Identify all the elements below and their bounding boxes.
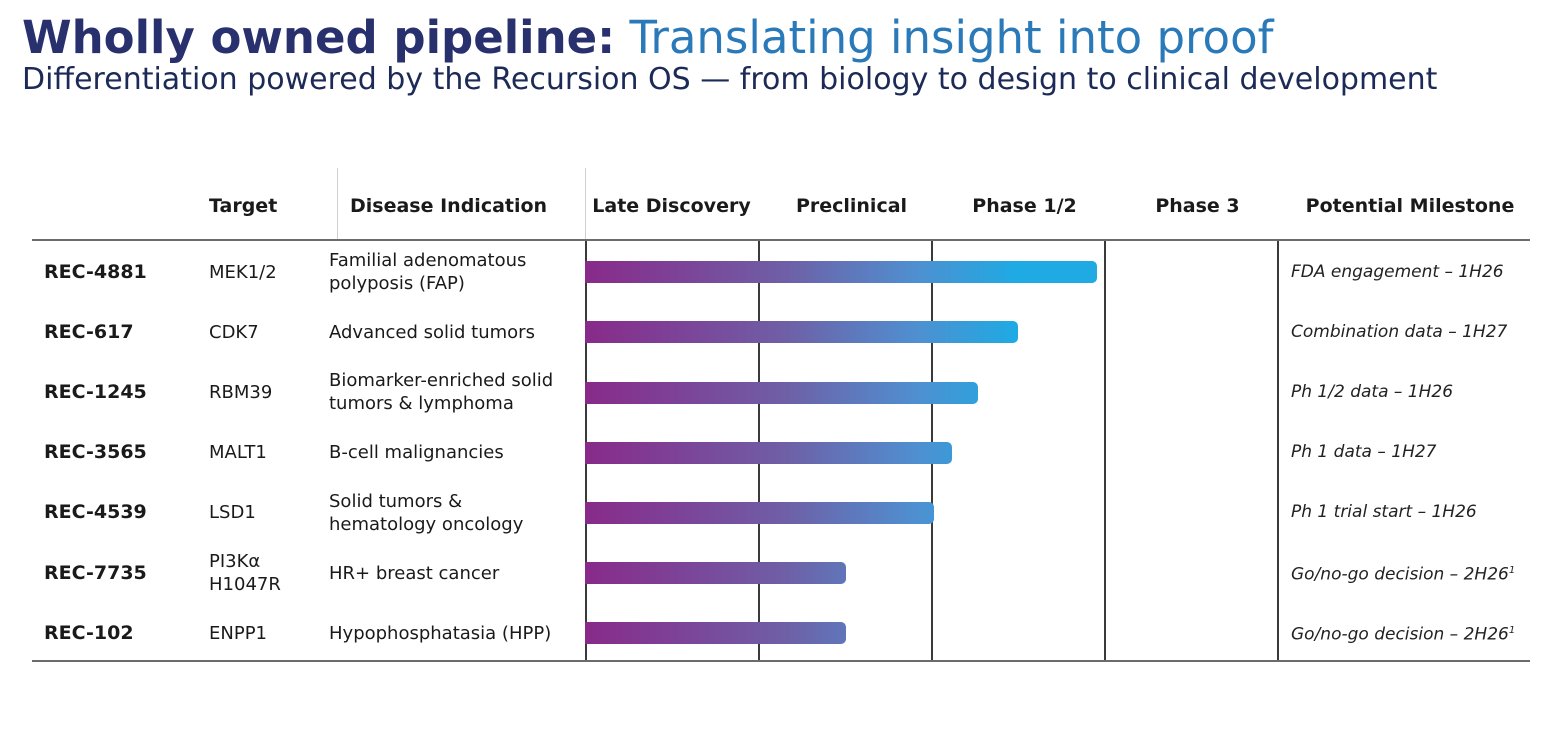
target-cell: CDK7	[209, 302, 259, 362]
column-header-indication: Disease Indication	[350, 195, 548, 217]
column-header-phase-1-2: Phase 1/2	[972, 195, 1077, 217]
progress-bar	[585, 321, 1018, 344]
page-title: Wholly owned pipeline: Translating insig…	[22, 12, 1273, 64]
indication-cell: Hypophosphatasia (HPP)	[329, 603, 551, 663]
target-text: MALT1	[209, 442, 267, 464]
milestone-cell: Combination data – 1H27	[1291, 302, 1507, 362]
milestone-cell: Go/no-go decision – 2H261	[1291, 543, 1515, 603]
indication-text: Advanced solid tumors	[329, 321, 535, 343]
indication-text: Biomarker-enriched solid tumors & lymphom…	[329, 370, 554, 415]
program-name: REC-102	[44, 621, 134, 644]
target-cell: LSD1	[209, 483, 256, 543]
milestone-text: Combination data – 1H27	[1291, 321, 1508, 342]
footnote-marker: 1	[1508, 625, 1516, 637]
header-rule	[32, 239, 1530, 241]
milestone-cell: FDA engagement – 1H26	[1291, 242, 1504, 302]
target-text: PI3Kα H1047R	[209, 551, 281, 596]
target-text: LSD1	[209, 502, 256, 524]
indication-cell: Familial adenomatous polyposis (FAP)	[329, 242, 526, 302]
target-text: ENPP1	[209, 622, 267, 644]
footer-rule	[32, 660, 1530, 662]
stage-divider	[1104, 240, 1106, 660]
indication-text: Solid tumors & hematology oncology	[329, 490, 524, 535]
indication-cell: Biomarker-enriched solid tumors & lymphom…	[329, 362, 553, 422]
indication-cell: Solid tumors & hematology oncology	[329, 483, 523, 543]
progress-bar	[585, 562, 847, 585]
target-cell: PI3Kα H1047R	[209, 543, 281, 603]
milestone-text: Ph 1 data – 1H27	[1291, 442, 1437, 463]
indication-text: B-cell malignancies	[329, 442, 504, 464]
milestone-text: Ph 1/2 data – 1H26	[1291, 381, 1454, 402]
milestone-text: Go/no-go decision – 2H261	[1291, 625, 1516, 646]
page-subtitle: Differentiation powered by the Recursion…	[22, 62, 1438, 97]
column-header-preclinical: Preclinical	[795, 195, 908, 217]
milestone-text: FDA engagement – 1H26	[1291, 261, 1504, 282]
target-text: MEK1/2	[209, 261, 277, 283]
indication-cell: B-cell malignancies	[329, 423, 504, 483]
program-name: REC-3565	[44, 441, 147, 464]
target-cell: MEK1/2	[209, 242, 277, 302]
indication-cell: Advanced solid tumors	[329, 302, 535, 362]
target-text: RBM39	[209, 381, 273, 403]
progress-bar	[585, 501, 935, 524]
header-divider	[585, 168, 586, 240]
indication-cell: HR+ breast cancer	[329, 543, 499, 603]
program-name: REC-617	[44, 320, 134, 343]
target-cell: RBM39	[209, 362, 272, 422]
stage-divider	[1277, 240, 1279, 660]
milestone-cell: Ph 1 data – 1H27	[1291, 423, 1436, 483]
page-title-light: Translating insight into proof	[615, 11, 1274, 64]
milestone-cell: Go/no-go decision – 2H261	[1291, 603, 1515, 663]
column-header-phase-3: Phase 3	[1155, 195, 1240, 217]
program-name: REC-4539	[44, 501, 147, 524]
progress-bar	[585, 261, 1098, 284]
header-divider	[337, 168, 338, 240]
milestone-cell: Ph 1 trial start – 1H26	[1291, 483, 1477, 543]
milestone-text: Ph 1 trial start – 1H26	[1291, 502, 1477, 523]
program-name: REC-1245	[44, 380, 147, 403]
target-text: CDK7	[209, 321, 259, 343]
progress-bar	[585, 381, 978, 404]
column-header-target: Target	[209, 195, 278, 217]
column-header-late-discovery: Late Discovery	[592, 195, 751, 217]
milestone-text: Go/no-go decision – 2H261	[1291, 564, 1516, 585]
program-name: REC-4881	[44, 260, 147, 283]
program-name: REC-7735	[44, 561, 147, 584]
indication-text: HR+ breast cancer	[329, 562, 500, 584]
page-title-bold: Wholly owned pipeline:	[22, 11, 616, 64]
indication-text: Familial adenomatous polyposis (FAP)	[329, 250, 527, 295]
progress-bar	[585, 622, 847, 645]
milestone-cell: Ph 1/2 data – 1H26	[1291, 362, 1453, 422]
target-cell: ENPP1	[209, 603, 267, 663]
column-header-milestone: Potential Milestone	[1305, 195, 1515, 217]
footnote-marker: 1	[1508, 565, 1516, 577]
progress-bar	[585, 441, 952, 464]
indication-text: Hypophosphatasia (HPP)	[329, 622, 552, 644]
target-cell: MALT1	[209, 423, 267, 483]
